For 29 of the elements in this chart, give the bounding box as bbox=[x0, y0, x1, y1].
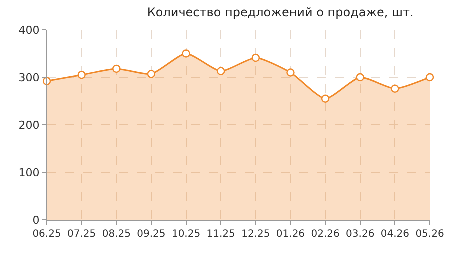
x-tick-label: 11.25 bbox=[206, 229, 236, 240]
x-tick-label: 04.26 bbox=[380, 229, 410, 240]
x-tick-label: 01.26 bbox=[276, 229, 306, 240]
point bbox=[356, 73, 364, 82]
y-tick-label: 300 bbox=[18, 71, 40, 84]
x-tick-label: 12.25 bbox=[242, 229, 270, 240]
point bbox=[216, 67, 226, 76]
point bbox=[426, 73, 434, 82]
point bbox=[112, 64, 121, 74]
point bbox=[147, 70, 156, 78]
point bbox=[78, 71, 86, 80]
point bbox=[252, 54, 260, 62]
y-tick-label: 100 bbox=[18, 166, 40, 180]
x-tick-label: 02.26 bbox=[311, 229, 340, 240]
point bbox=[286, 68, 295, 77]
y-tick-label: 200 bbox=[18, 118, 40, 132]
point bbox=[391, 84, 400, 93]
x-tick-label: 05.26 bbox=[416, 229, 444, 240]
x-tick-label: 03.26 bbox=[346, 229, 375, 240]
y-tick-label: 400 bbox=[18, 24, 40, 37]
point bbox=[321, 94, 330, 103]
x-tick-label: 09.25 bbox=[137, 229, 166, 240]
x-tick-label: 06.25 bbox=[32, 229, 62, 240]
x-tick-label: 07.25 bbox=[68, 229, 96, 240]
chart-title: Количество предложений о продаже, шт. bbox=[147, 5, 414, 20]
x-tick-label: 08.25 bbox=[102, 229, 131, 240]
point bbox=[182, 50, 190, 58]
x-tick-label: 10.25 bbox=[172, 229, 201, 240]
y-tick-label: 0 bbox=[32, 214, 40, 227]
